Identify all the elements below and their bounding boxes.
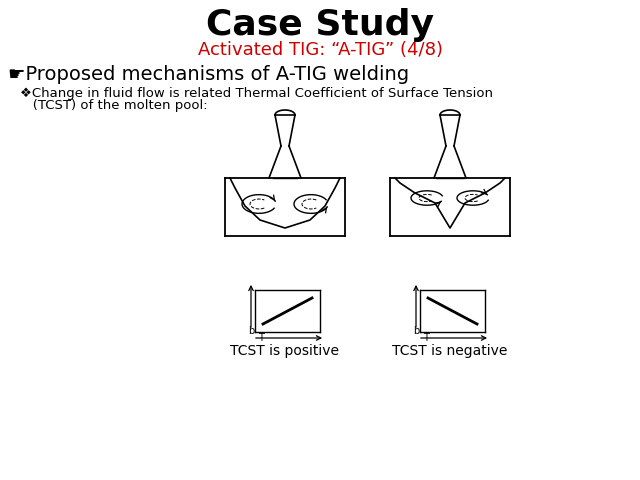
Text: ☛Proposed mechanisms of A-TIG welding: ☛Proposed mechanisms of A-TIG welding bbox=[8, 64, 409, 84]
Text: TCST is positive: TCST is positive bbox=[230, 344, 339, 358]
Text: T: T bbox=[423, 333, 429, 343]
Text: TCST is negative: TCST is negative bbox=[392, 344, 508, 358]
Text: b: b bbox=[413, 326, 419, 336]
Text: T: T bbox=[258, 333, 264, 343]
Text: ❖Change in fluid flow is related Thermal Coefficient of Surface Tension: ❖Change in fluid flow is related Thermal… bbox=[20, 87, 493, 100]
Text: (TCST) of the molten pool:: (TCST) of the molten pool: bbox=[20, 99, 207, 112]
Text: Case Study: Case Study bbox=[206, 8, 434, 42]
Text: b: b bbox=[248, 326, 254, 336]
Text: Activated TIG: “A-TIG” (4/8): Activated TIG: “A-TIG” (4/8) bbox=[198, 41, 442, 59]
